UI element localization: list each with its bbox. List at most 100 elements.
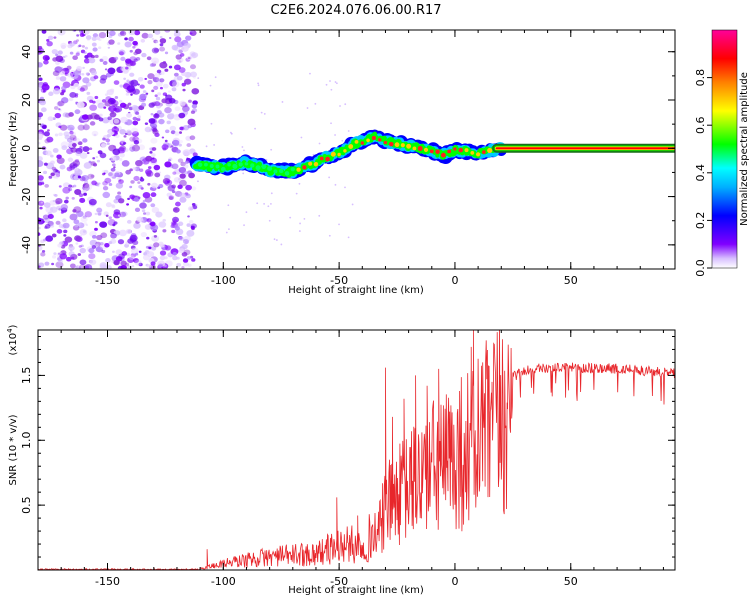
colorbar: 0.0 0.2 0.4 0.6 0.8 Normalized spectral ampl… [694,29,750,277]
noise-dot [89,147,93,151]
noise-dot [129,185,133,189]
noise-dot [86,151,90,155]
noise-dot [62,55,66,59]
noise-dot [188,30,195,33]
spectrogram-panel: -150 -100 -50 0 50 -40 -20 0 20 40 Height of stra… [8,29,676,296]
noise-dot [147,73,155,80]
noise-dot [341,139,344,142]
noise-dot [112,163,116,167]
noise-dot [44,162,48,166]
noise-dot [126,112,133,118]
noise-dot [121,160,130,167]
noise-dot [97,212,102,216]
track-peak [423,147,429,152]
noise-dot [134,30,141,36]
noise-dot [38,182,43,186]
noise-dot [126,203,130,206]
noise-dot [96,207,103,213]
noise-dot [133,197,140,202]
noise-dot [38,136,43,140]
noise-dot [95,246,104,253]
noise-dot [181,251,188,257]
noise-dot [117,191,122,195]
noise-dot [137,181,141,184]
noise-dot [38,77,43,81]
noise-dot [42,54,50,61]
snr-exponent-base: (x10 [8,333,19,356]
noise-dot [69,164,73,168]
noise-dot [145,211,151,216]
noise-dot [74,235,82,242]
noise-dot [158,118,165,125]
track-peak [290,167,295,172]
noise-dot [257,84,260,87]
noise-dot [64,199,69,204]
noise-dot [187,263,192,268]
noise-dot [38,232,41,237]
noise-dot [63,229,68,234]
noise-dot [144,196,153,203]
noise-dot [71,143,77,148]
noise-dot [161,136,165,139]
snr-y-tick-label: 1.0 [20,432,33,450]
noise-dot [185,184,192,191]
noise-dot [61,85,67,91]
noise-dot [56,229,63,234]
noise-dot [38,62,43,68]
noise-dot [80,244,84,248]
noise-dot [167,185,176,192]
noise-dot [93,133,97,137]
noise-dot [158,112,165,118]
noise-dot [105,96,112,102]
noise-dot [147,80,153,85]
noise-dot [94,227,98,231]
noise-dot [69,130,74,135]
noise-dot [113,211,121,219]
snr-x-tick-label: -50 [330,575,348,588]
noise-dot [77,141,83,146]
spectrogram-x-axis-title: Height of straight line (km) [288,285,424,296]
noise-dot [77,175,82,179]
noise-dot [82,189,87,194]
noise-dot [309,72,311,75]
noise-dot [58,185,62,188]
noise-dot [113,118,120,124]
noise-dot [110,232,117,239]
colorbar-ticks: 0.0 0.2 0.4 0.6 0.8 [694,69,712,277]
noise-dot [38,156,43,162]
noise-dot [142,199,146,203]
noise-dot [152,129,159,135]
noise-dot [148,118,156,124]
noise-dot [65,256,72,262]
noise-dot [104,60,108,63]
noise-dot [65,196,69,200]
noise-dot [178,236,184,241]
noise-dot [91,180,97,186]
noise-dot [67,124,75,131]
noise-dot [162,218,166,222]
noise-dot [175,149,181,154]
noise-dot [96,159,101,163]
noise-dot [347,236,350,239]
snr-frame [37,329,676,571]
spectrogram-y-tick-label: 0 [20,145,33,152]
noise-dot [67,157,74,163]
spectrogram-y-tick-label: -40 [20,236,33,254]
noise-dot [187,56,191,60]
noise-dot [130,127,139,134]
track-peak [197,162,203,167]
noise-dot [132,40,138,46]
track-peak [255,165,261,171]
track-peak [209,164,214,168]
noise-dot [300,136,303,139]
noise-dot [182,258,189,263]
noise-dot [119,211,127,218]
noise-dot [150,157,157,164]
noise-dot [161,98,168,104]
noise-dot [109,30,116,37]
noise-dot [185,35,192,41]
noise-dot [140,231,147,238]
noise-dot [115,249,123,255]
noise-dot [60,66,63,70]
noise-dot [113,107,118,112]
